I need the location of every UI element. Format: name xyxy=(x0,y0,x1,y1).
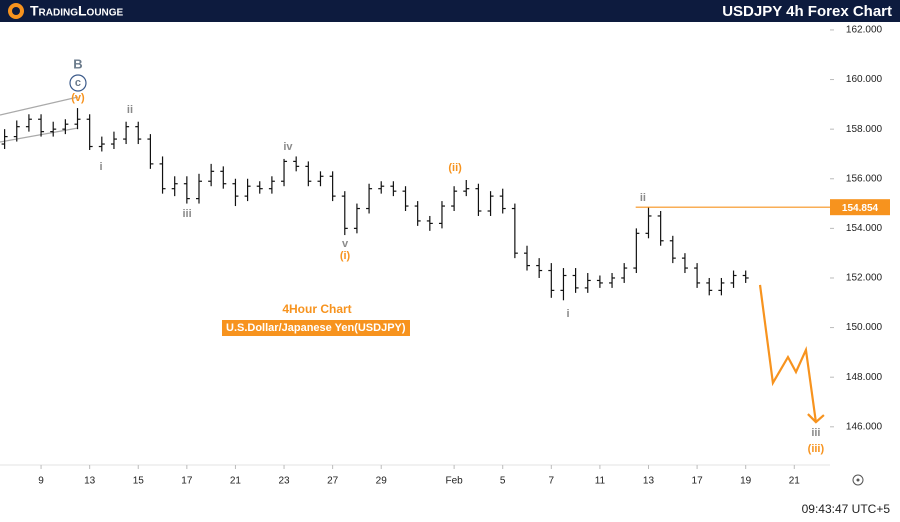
wave-label: (v) xyxy=(71,92,85,104)
wave-label: ii xyxy=(127,104,133,116)
x-tick-label: 21 xyxy=(789,476,801,487)
level-label-box xyxy=(830,199,890,216)
projection-path xyxy=(758,284,817,423)
y-tick-label: 156.000 xyxy=(846,173,883,184)
wave-label: c xyxy=(75,77,81,89)
settings-icon-dot xyxy=(856,478,860,482)
x-tick-label: 15 xyxy=(133,476,145,487)
wave-label: i xyxy=(567,308,570,320)
x-tick-label: 23 xyxy=(278,476,290,487)
projection-arrow xyxy=(807,413,825,424)
x-tick-label: 13 xyxy=(84,476,96,487)
x-tick-label: 27 xyxy=(327,476,339,487)
y-tick-label: 154.000 xyxy=(846,223,883,234)
wave-label: (iii) xyxy=(808,443,825,455)
y-tick-label: 158.000 xyxy=(846,124,883,135)
annotation-circle xyxy=(69,74,87,92)
y-tick-label: 160.000 xyxy=(846,74,883,85)
wave-label: ii xyxy=(640,192,646,204)
x-tick-label: 17 xyxy=(181,476,193,487)
y-tick-label: 150.000 xyxy=(846,322,883,333)
x-tick-label: 17 xyxy=(692,476,704,487)
x-tick-label: Feb xyxy=(446,476,464,487)
x-tick-label: 19 xyxy=(740,476,752,487)
x-tick-label: 11 xyxy=(595,476,606,487)
x-tick-label: 29 xyxy=(376,476,388,487)
x-tick-label: 9 xyxy=(38,476,44,487)
wave-label: (ii) xyxy=(448,162,462,174)
y-tick-label: 146.000 xyxy=(846,421,883,432)
timestamp: 09:43:47 UTC+5 xyxy=(802,502,891,516)
wave-label: B xyxy=(73,56,82,71)
header-bar xyxy=(0,0,900,22)
wave-label: (i) xyxy=(340,250,351,262)
y-tick-label: 162.000 xyxy=(846,25,883,36)
wedge-line xyxy=(0,96,79,116)
chart-note-box: U.S.Dollar/Japanese Yen(USDJPY) xyxy=(222,320,410,336)
x-tick-label: 7 xyxy=(549,476,555,487)
wave-label: iv xyxy=(283,141,293,153)
wave-label: v xyxy=(342,238,349,250)
logo: TradingLounge xyxy=(30,3,124,19)
x-tick-label: 5 xyxy=(500,476,506,487)
chart-note: 4Hour Chart xyxy=(282,302,352,316)
chart-title: USDJPY 4h Forex Chart xyxy=(722,3,892,20)
x-tick-label: 21 xyxy=(230,476,242,487)
wedge-line xyxy=(0,127,79,143)
y-tick-label: 148.000 xyxy=(846,372,883,383)
logo-icon-inner xyxy=(12,7,20,15)
wave-label: iii xyxy=(811,427,820,439)
wave-label: i xyxy=(100,161,103,173)
level-label: 154.854 xyxy=(842,203,879,214)
y-tick-label: 152.000 xyxy=(846,273,883,284)
x-tick-label: 13 xyxy=(643,476,655,487)
wave-label: iii xyxy=(183,208,192,220)
settings-icon[interactable] xyxy=(852,474,864,486)
